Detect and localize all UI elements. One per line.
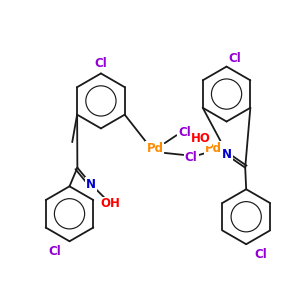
Text: OH: OH bbox=[101, 197, 121, 211]
Text: Cl: Cl bbox=[94, 57, 107, 70]
Text: N: N bbox=[86, 178, 96, 191]
Text: Cl: Cl bbox=[228, 52, 241, 65]
Text: Pd: Pd bbox=[146, 142, 164, 154]
Text: Cl: Cl bbox=[48, 244, 61, 258]
Text: Cl: Cl bbox=[254, 248, 267, 260]
Text: Pd: Pd bbox=[205, 142, 222, 154]
Text: Cl: Cl bbox=[185, 152, 198, 164]
Text: Cl: Cl bbox=[178, 126, 191, 139]
Text: HO: HO bbox=[191, 132, 211, 145]
Text: N: N bbox=[222, 148, 232, 161]
